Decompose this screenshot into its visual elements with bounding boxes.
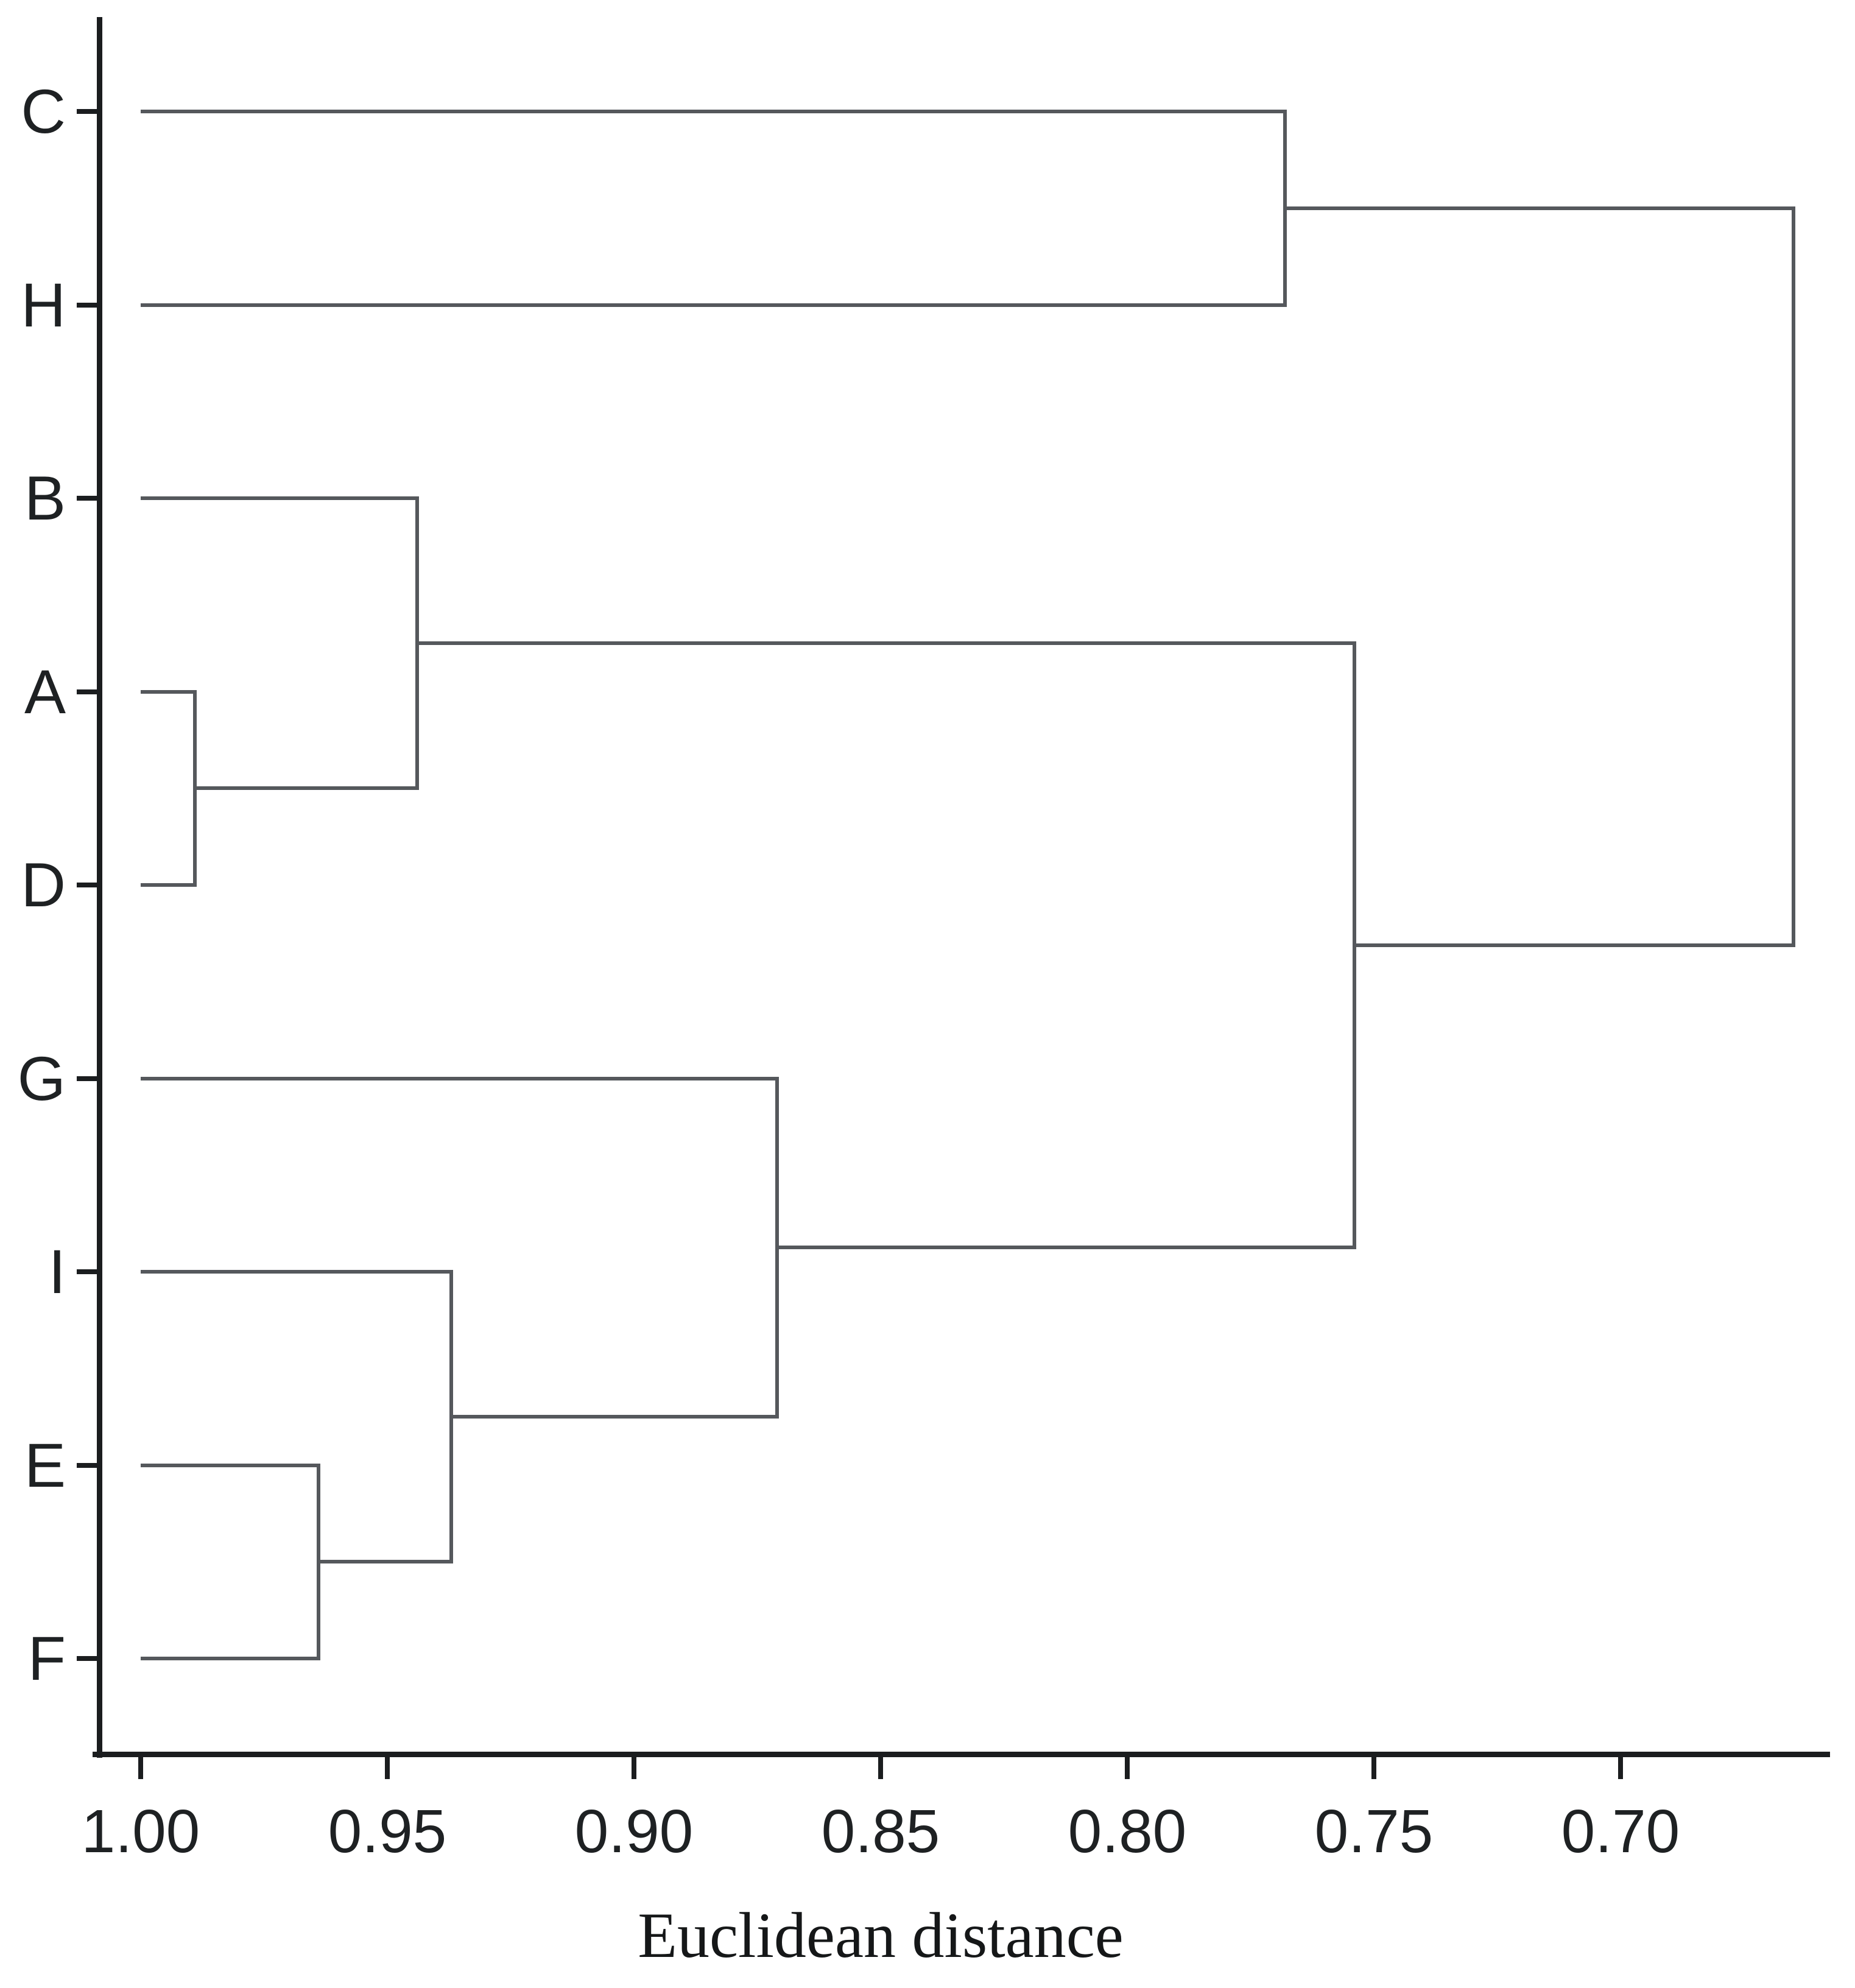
x-axis-title: Euclidean distance [638,1900,1124,1971]
leaf-tick [77,1269,99,1274]
leaf-tick [77,1462,99,1468]
leaf-tick [77,883,99,887]
leaf-label-H: H [21,270,66,340]
leaf-label-B: B [24,464,66,533]
x-axis-tick-label: 0.90 [574,1797,694,1866]
x-axis-tick-label: 1.00 [81,1797,200,1866]
dendrogram-leaf-branch [141,303,1286,307]
dendrogram-branch-h [776,1246,1354,1250]
x-axis-line [93,1752,1830,1757]
leaf-label-A: A [24,657,66,727]
leaf-tick [77,496,99,501]
leaf-tick [77,1076,99,1081]
dendrogram-leaf-branch [141,1076,777,1080]
dendrogram-branch-v [1791,206,1795,948]
leaf-label-D: D [21,850,66,920]
y-axis-line [97,17,102,1758]
x-axis-tick [1125,1757,1130,1779]
x-axis-tick-label: 0.70 [1561,1797,1680,1866]
x-axis-tick [1618,1757,1623,1779]
dendrogram-leaf-branch [141,1270,452,1274]
leaf-tick [77,1656,99,1661]
leaf-tick [77,302,99,308]
leaf-tick [77,109,99,114]
dendrogram-branch-v [316,1463,320,1660]
dendrogram-branch-v [1352,641,1356,1250]
x-axis-tick-label: 0.80 [1068,1797,1187,1866]
dendrogram-branch-h [318,1560,452,1564]
x-axis-tick-label: 0.85 [821,1797,940,1866]
leaf-label-G: G [17,1043,66,1113]
dendrogram-leaf-branch [141,1463,319,1467]
x-axis-tick [878,1757,883,1779]
x-axis-tick [632,1757,636,1779]
leaf-tick [77,689,99,694]
dendrogram-branch-v [415,496,419,791]
dendrogram-leaf-branch [141,1657,319,1660]
dendrogram-branch-v [775,1076,779,1419]
x-axis-tick-label: 0.95 [328,1797,447,1866]
dendrogram-branch-h [195,786,417,791]
leaf-label-E: E [24,1430,66,1500]
x-axis-tick-label: 0.75 [1314,1797,1434,1866]
dendrogram-branch-v [1283,110,1287,307]
dendrogram-branch-v [193,689,197,887]
x-axis-tick [138,1757,143,1779]
leaf-label-I: I [48,1237,66,1306]
dendrogram-leaf-branch [141,496,417,500]
dendrogram-branch-v [449,1270,454,1564]
dendrogram-leaf-branch [141,883,195,887]
dendrogram-branch-h [1354,943,1793,948]
dendrogram-leaf-branch [141,689,195,694]
dendrogram-branch-h [451,1415,777,1419]
x-axis-tick [1371,1757,1376,1779]
leaf-label-C: C [21,77,66,146]
dendrogram-leaf-branch [141,110,1286,113]
x-axis-tick [385,1757,390,1779]
leaf-label-F: F [27,1624,66,1693]
dendrogram-branch-h [417,641,1354,646]
dendrogram-branch-h [1285,206,1793,210]
